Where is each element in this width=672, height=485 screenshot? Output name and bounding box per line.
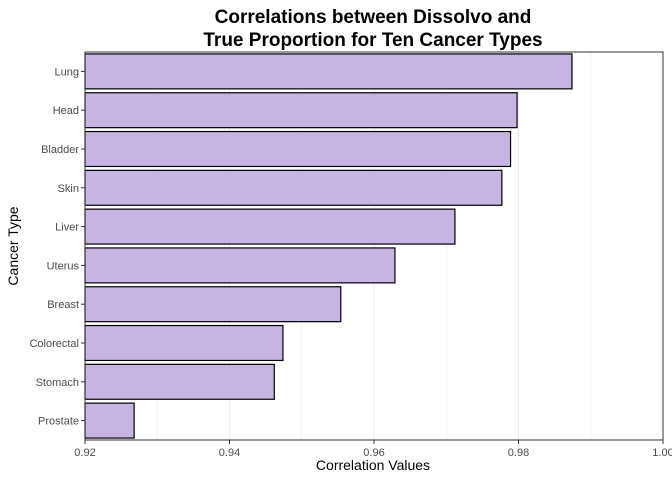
x-tick-label: 0.94 — [219, 447, 240, 459]
x-tick-label: 0.98 — [508, 447, 529, 459]
x-axis-title: Correlation Values — [316, 457, 430, 473]
bars — [84, 53, 573, 439]
chart-title-line-1: Correlations between Dissolvo and — [215, 7, 532, 28]
bar-liver — [84, 208, 456, 245]
y-tick-label: Liver — [55, 222, 79, 234]
y-axis-title: Cancer Type — [5, 206, 21, 285]
x-tick-label: 1.00 — [652, 447, 672, 459]
x-tick-label: 0.96 — [363, 447, 384, 459]
bar-breast — [84, 286, 342, 323]
y-tick-label: Head — [53, 105, 79, 117]
bar-prostate — [84, 402, 135, 439]
bar-head — [84, 92, 518, 129]
y-axis: Lung Head Bladder Skin Liver Uterus Breast Colo… — [29, 66, 85, 428]
bar-skin — [84, 169, 503, 206]
x-tick-label: 0.92 — [74, 447, 95, 459]
bar-bladder — [84, 130, 512, 168]
x-axis: 0.92 0.94 0.96 0.98 1.00 — [74, 440, 672, 459]
bar-lung — [84, 53, 573, 90]
chart-title-line-2: True Proportion for Ten Cancer Types — [203, 30, 542, 51]
y-tick-label: Lung — [55, 66, 79, 78]
bar-stomach — [84, 363, 275, 400]
y-tick-label: Stomach — [36, 377, 79, 389]
chart-title: Correlations between Dissolvo and True P… — [203, 7, 542, 51]
bar-uterus — [84, 247, 396, 284]
y-tick-label: Bladder — [41, 144, 79, 156]
y-tick-label: Uterus — [47, 260, 80, 272]
bar-colorectal — [84, 324, 284, 362]
y-tick-label: Colorectal — [29, 338, 79, 350]
y-tick-label: Skin — [58, 183, 79, 195]
y-tick-label: Prostate — [38, 416, 79, 428]
y-tick-label: Breast — [47, 299, 79, 311]
